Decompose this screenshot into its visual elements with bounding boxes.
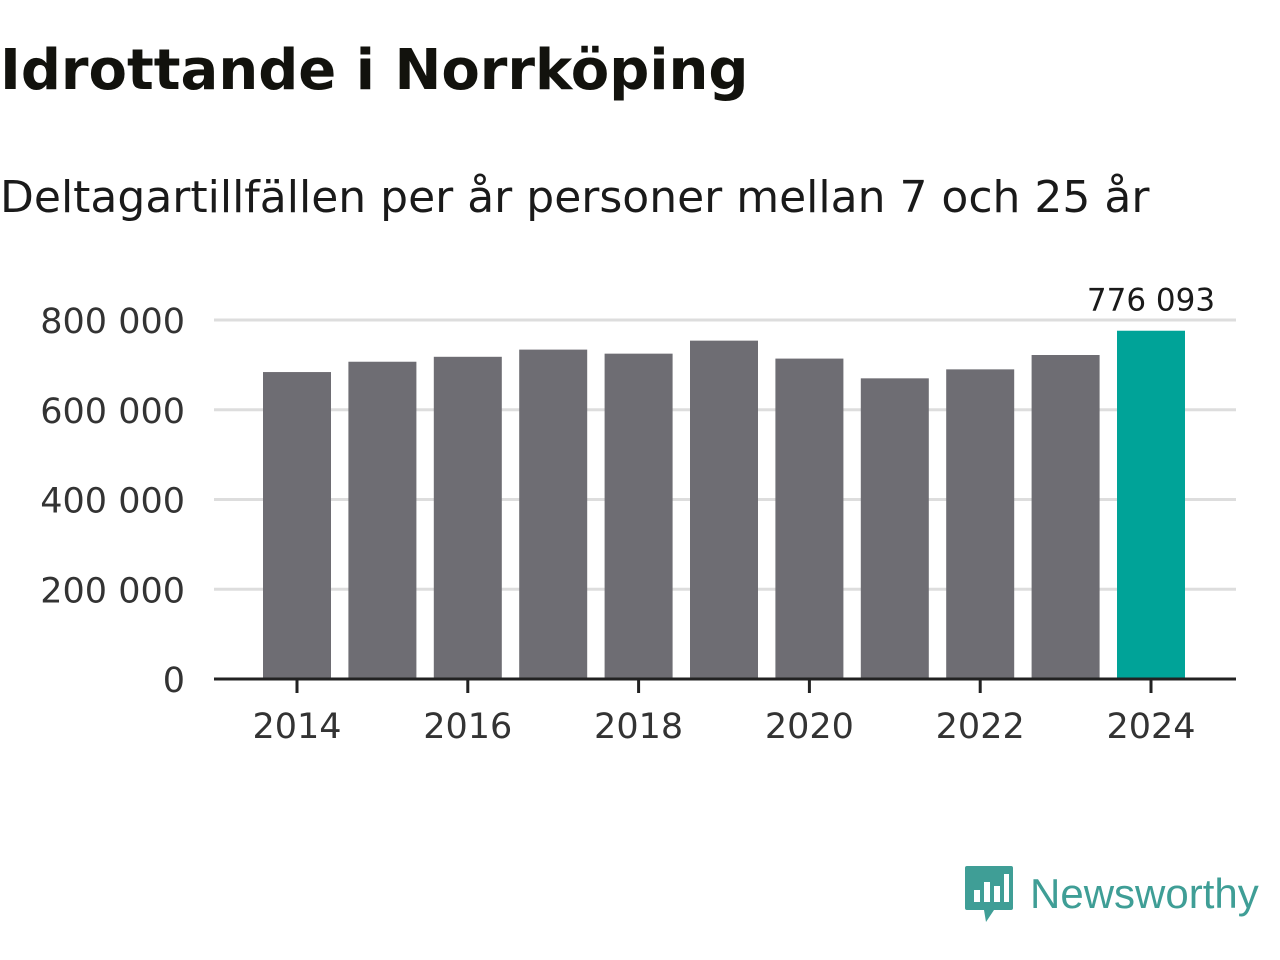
x-tick-label: 2018	[594, 707, 683, 747]
y-tick-label: 800 000	[40, 302, 185, 342]
brand-name: Newsworthy	[1030, 870, 1259, 917]
x-tick-label: 2014	[252, 707, 341, 747]
newsworthy-logo: Newsworthy	[964, 864, 1259, 924]
highlight-value-label: 776 093	[1087, 283, 1215, 319]
bar-2014	[263, 372, 331, 679]
bar-2019	[690, 340, 758, 679]
bar-2017	[519, 349, 588, 679]
x-tick-label: 2020	[765, 707, 854, 747]
x-tick-label: 2024	[1106, 707, 1195, 747]
bar-2020	[775, 358, 844, 679]
y-tick-label: 200 000	[40, 571, 185, 611]
x-tick-label: 2022	[936, 707, 1025, 747]
bar-2016	[433, 356, 502, 679]
y-axis-ticks: 0 200 000 400 000 600 000 800 000	[40, 302, 185, 701]
data-labels: 776 093	[1087, 283, 1215, 319]
y-tick-label: 400 000	[40, 482, 185, 522]
bar-2015	[348, 361, 417, 679]
chart-title: Idrottande i Norrköping	[0, 38, 749, 103]
bar-2024	[1117, 330, 1185, 679]
y-tick-label: 600 000	[40, 392, 185, 432]
chart-subtitle: Deltagartillfällen per år personer mella…	[0, 172, 1150, 223]
x-tick-label: 2016	[423, 707, 512, 747]
bars	[263, 330, 1185, 679]
bar-2022	[946, 369, 1015, 679]
x-axis: 2014 2016 2018 2020 2022 2024	[214, 677, 1236, 747]
bar-2023	[1031, 355, 1100, 679]
chart-speech-bubble-icon	[965, 866, 1013, 922]
bar-2021	[860, 378, 929, 679]
bar-2018	[604, 353, 673, 679]
y-tick-label: 0	[163, 661, 185, 701]
